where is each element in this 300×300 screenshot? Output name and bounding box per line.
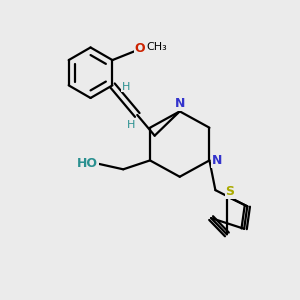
Text: N: N (175, 98, 185, 110)
Text: H: H (122, 82, 130, 92)
Text: O: O (135, 42, 146, 55)
Text: CH₃: CH₃ (147, 42, 167, 52)
Text: S: S (225, 185, 234, 198)
Text: H: H (127, 120, 136, 130)
Text: N: N (212, 154, 222, 167)
Text: HO: HO (77, 157, 98, 170)
